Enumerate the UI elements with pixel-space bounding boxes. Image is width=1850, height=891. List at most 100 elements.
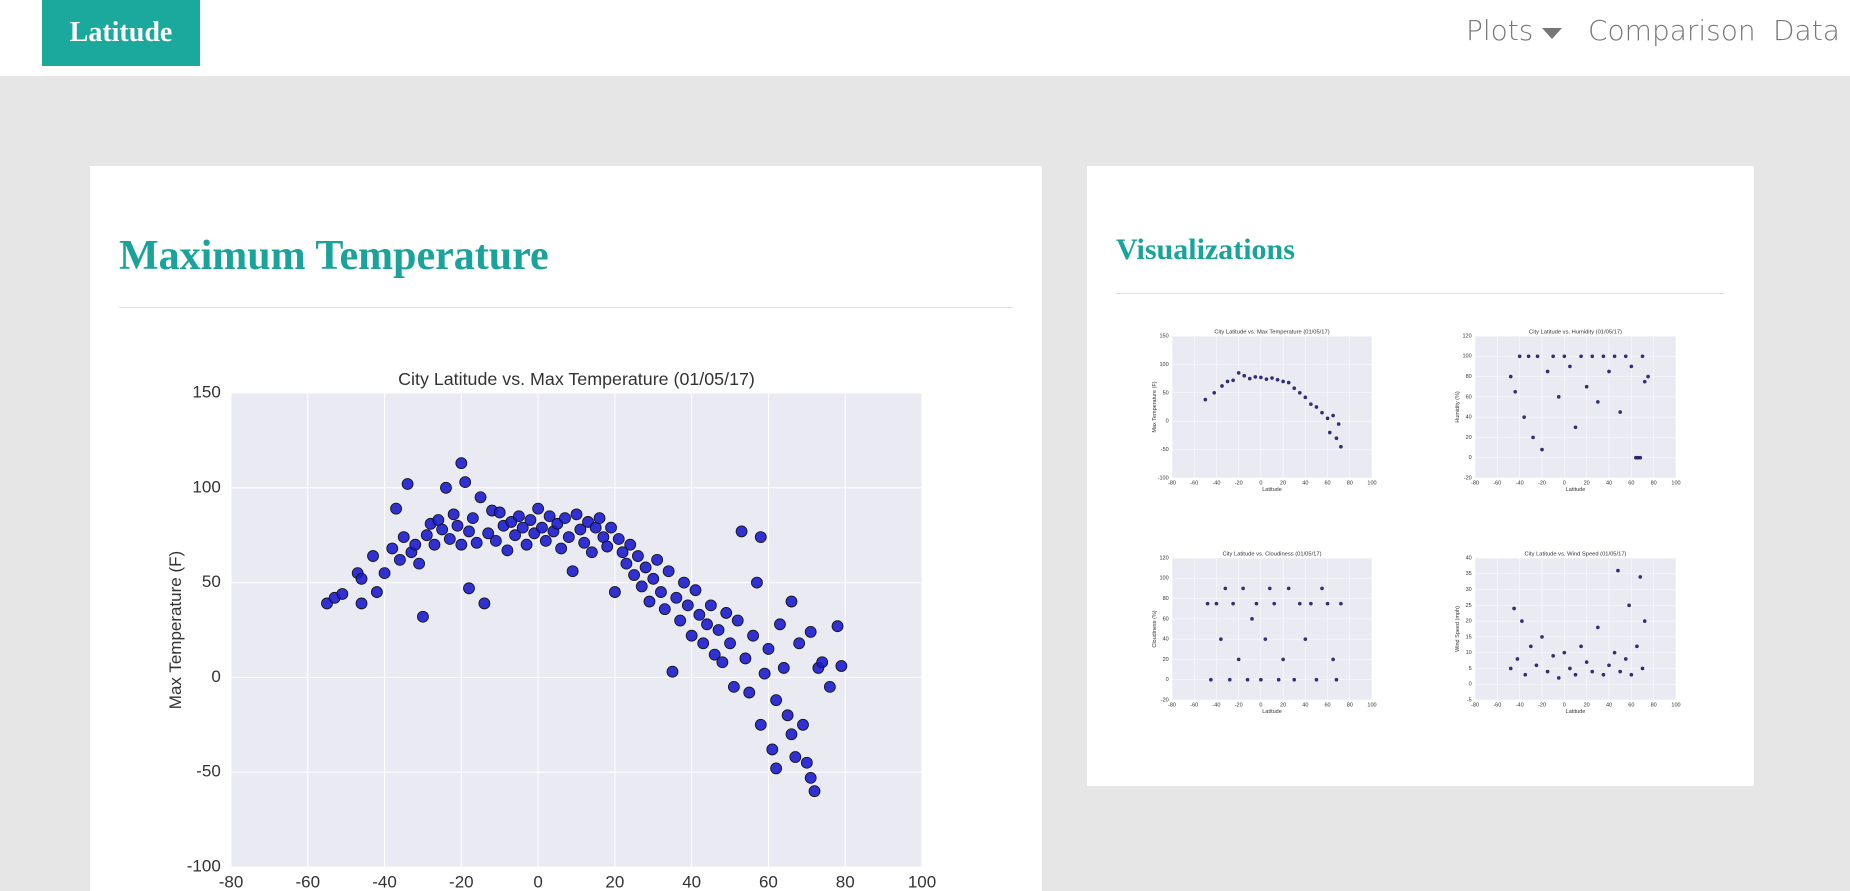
chart: -80 -60 -40 -20 0 20 40 60 80 100 -100 -50 0 50 100 150…: [166, 369, 936, 891]
y-tick-label: -5: [1467, 697, 1472, 703]
point: [808, 785, 821, 798]
point: [754, 531, 767, 543]
y-tick-label: 20: [1466, 435, 1472, 441]
x-tick-label: 80: [1651, 481, 1657, 487]
x-axis-label: Latitude: [1262, 709, 1282, 715]
point: [605, 521, 617, 534]
point: [532, 502, 545, 515]
x-tick-label: -40: [372, 873, 397, 891]
point: [1601, 672, 1606, 677]
point: [1579, 644, 1583, 649]
point: [463, 582, 475, 595]
point: [1573, 672, 1578, 677]
point: [1292, 677, 1297, 682]
point: [789, 751, 802, 763]
point: [478, 597, 491, 610]
point: [685, 629, 698, 642]
point: [674, 614, 687, 627]
point: [1531, 435, 1535, 440]
point: [562, 531, 575, 543]
point: [1219, 637, 1223, 641]
point: [1568, 666, 1572, 671]
x-tick-label: 40: [682, 873, 701, 891]
nav-comparison[interactable]: Comparison: [1588, 14, 1756, 47]
point: [428, 538, 441, 551]
point: [1596, 400, 1600, 404]
point: [1231, 378, 1235, 383]
point: [693, 608, 706, 621]
point: [1545, 669, 1550, 674]
point: [1209, 677, 1213, 682]
x-tick-label: -60: [1190, 481, 1198, 487]
plot-area: [1475, 336, 1676, 478]
point: [1545, 369, 1550, 374]
point: [1325, 601, 1330, 606]
chart[interactable]: -80 -60 -40 -20 0 20 40 60 80 100 -20 0 20 40 60 80 100 1…: [1152, 551, 1377, 715]
point: [1247, 376, 1252, 381]
point: [666, 665, 679, 678]
y-tick-label: 50: [1163, 390, 1169, 396]
point: [1618, 410, 1622, 414]
point: [804, 625, 817, 638]
point: [804, 771, 817, 784]
y-tick-label: 120: [1160, 555, 1169, 561]
point: [1254, 601, 1259, 606]
point: [704, 599, 717, 612]
nav-data[interactable]: Data: [1773, 14, 1840, 47]
point: [1231, 601, 1235, 606]
chart[interactable]: -80 -60 -40 -20 0 20 40 60 80 100 -20 0 20 40 60 80 100 1…: [1455, 329, 1681, 493]
point: [1242, 373, 1247, 378]
point: [513, 510, 525, 523]
point: [378, 567, 391, 580]
y-tick-label: 25: [1466, 603, 1472, 609]
point: [1623, 354, 1628, 359]
point: [1331, 657, 1335, 662]
point: [1638, 575, 1643, 579]
point: [1607, 663, 1611, 668]
x-tick-label: 20: [1584, 481, 1590, 487]
point: [658, 603, 671, 616]
point: [777, 662, 790, 674]
point: [651, 553, 664, 566]
point: [409, 538, 422, 551]
point: [1590, 669, 1595, 674]
point: [1616, 568, 1620, 573]
point: [593, 512, 606, 525]
point: [1281, 379, 1285, 384]
plot-area: [1172, 336, 1372, 478]
chart[interactable]: -80 -60 -40 -20 0 20 40 60 80 100 -5 0 5 10 15 20 25 30 35…: [1455, 551, 1681, 715]
plot-area: [1172, 558, 1372, 700]
x-tick-label: -80: [1471, 481, 1479, 487]
point: [455, 538, 468, 551]
point: [509, 529, 521, 542]
x-tick-label: -80: [219, 873, 244, 891]
point: [570, 508, 583, 521]
point: [474, 491, 487, 504]
point: [731, 614, 744, 627]
x-tick-label: -60: [1493, 481, 1501, 487]
point: [712, 624, 725, 636]
point: [355, 597, 368, 610]
point: [1320, 586, 1324, 591]
point: [1275, 377, 1280, 382]
x-tick-label: 40: [1606, 481, 1612, 487]
chart[interactable]: -80 -60 -40 -20 0 20 40 60 80 100 -100 -50 0 50 100 150…: [1152, 329, 1377, 493]
x-tick-label: 0: [1259, 703, 1262, 709]
y-tick-label: 150: [1160, 333, 1169, 339]
point: [716, 656, 729, 669]
point: [662, 565, 675, 578]
x-tick-label: -60: [295, 873, 320, 891]
point: [1286, 586, 1291, 591]
point: [1515, 657, 1520, 661]
point: [397, 531, 410, 543]
nav-plots[interactable]: Plots: [1466, 14, 1534, 47]
brand[interactable]: Latitude: [42, 0, 200, 66]
x-axis-label: Latitude: [1566, 709, 1586, 715]
point: [1241, 586, 1245, 591]
point: [701, 618, 713, 631]
point: [1334, 677, 1339, 682]
x-tick-label: -40: [1212, 481, 1220, 487]
point: [1292, 386, 1297, 391]
x-tick-label: -40: [1212, 703, 1220, 709]
